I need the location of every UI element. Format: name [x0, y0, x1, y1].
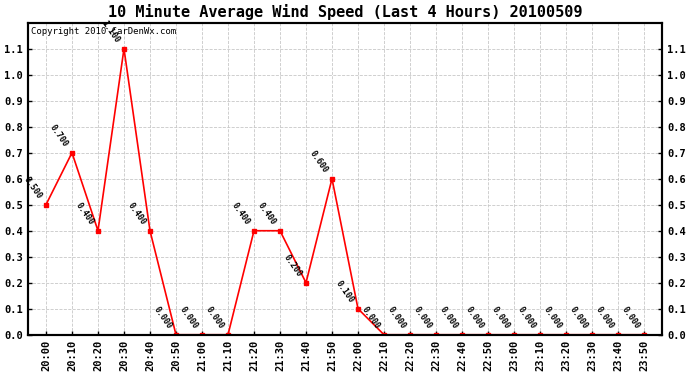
Text: 0.400: 0.400 [126, 201, 147, 226]
Text: 1.100: 1.100 [99, 19, 121, 45]
Text: 0.000: 0.000 [515, 305, 538, 330]
Text: 0.000: 0.000 [177, 305, 199, 330]
Text: 0.400: 0.400 [74, 201, 95, 226]
Text: 0.200: 0.200 [282, 253, 303, 279]
Text: 0.000: 0.000 [542, 305, 563, 330]
Text: 0.000: 0.000 [204, 305, 225, 330]
Text: 0.000: 0.000 [437, 305, 460, 330]
Title: 10 Minute Average Wind Speed (Last 4 Hours) 20100509: 10 Minute Average Wind Speed (Last 4 Hou… [108, 4, 582, 20]
Text: 0.000: 0.000 [411, 305, 433, 330]
Text: 0.000: 0.000 [152, 305, 173, 330]
Text: 0.600: 0.600 [308, 149, 329, 174]
Text: Copyright 2010 CarDenWx.com: Copyright 2010 CarDenWx.com [31, 27, 176, 36]
Text: 0.400: 0.400 [255, 201, 277, 226]
Text: 0.700: 0.700 [48, 123, 69, 148]
Text: 0.000: 0.000 [489, 305, 511, 330]
Text: 0.100: 0.100 [333, 279, 355, 304]
Text: 0.000: 0.000 [593, 305, 615, 330]
Text: 0.000: 0.000 [359, 305, 381, 330]
Text: 0.000: 0.000 [568, 305, 589, 330]
Text: 0.400: 0.400 [230, 201, 251, 226]
Text: 0.000: 0.000 [386, 305, 407, 330]
Text: 0.000: 0.000 [620, 305, 641, 330]
Text: 0.000: 0.000 [464, 305, 485, 330]
Text: 0.500: 0.500 [21, 175, 43, 201]
